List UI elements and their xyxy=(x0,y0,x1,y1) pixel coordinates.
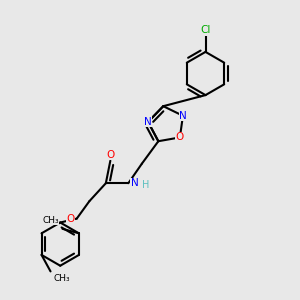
Text: CH₃: CH₃ xyxy=(42,216,59,225)
Text: N: N xyxy=(131,178,139,188)
Text: N: N xyxy=(144,117,152,127)
Text: O: O xyxy=(66,214,74,224)
Text: N: N xyxy=(179,111,187,121)
Text: Cl: Cl xyxy=(200,25,211,35)
Text: CH₃: CH₃ xyxy=(53,274,70,284)
Text: H: H xyxy=(142,180,149,190)
Text: O: O xyxy=(176,132,184,142)
Text: O: O xyxy=(106,150,115,160)
